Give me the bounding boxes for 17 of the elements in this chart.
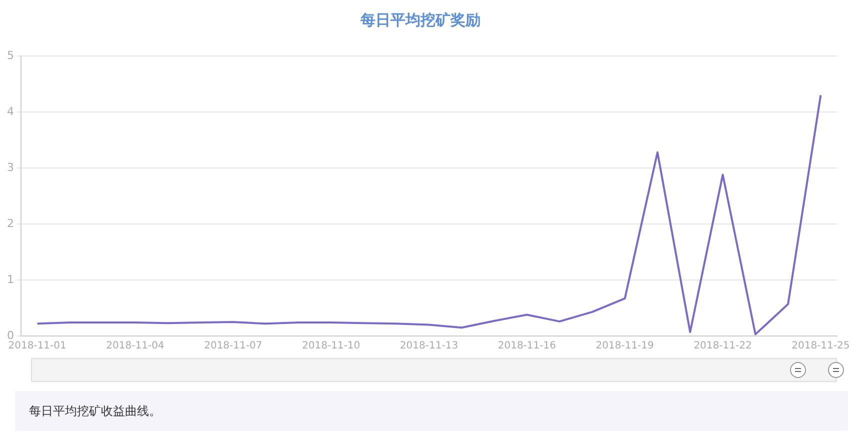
y-tick-label: 2 [7,216,14,230]
x-tick-label: 2018-11-25 [792,340,850,352]
y-tick-label: 3 [7,160,14,174]
x-tick-label: 2018-11-13 [400,340,458,352]
x-tick-label: 2018-11-07 [204,340,262,352]
x-tick-label: 2018-11-16 [498,340,556,352]
y-tick-label: 4 [7,104,14,118]
x-tick-label: 2018-11-04 [106,340,164,352]
x-tick-label: 2018-11-01 [8,340,66,352]
x-tick-label: 2018-11-19 [596,340,654,352]
y-tick-label: 5 [7,48,14,62]
y-tick-label: 1 [7,272,14,286]
x-tick-label: 2018-11-10 [302,340,360,352]
text: 每日平均挖矿收益曲线。 [15,391,848,431]
y-tick-label: 0 [7,328,14,342]
chart-title: 每日平均挖矿奖励 [360,10,480,29]
x-tick-label: 2018-11-22 [694,340,752,352]
